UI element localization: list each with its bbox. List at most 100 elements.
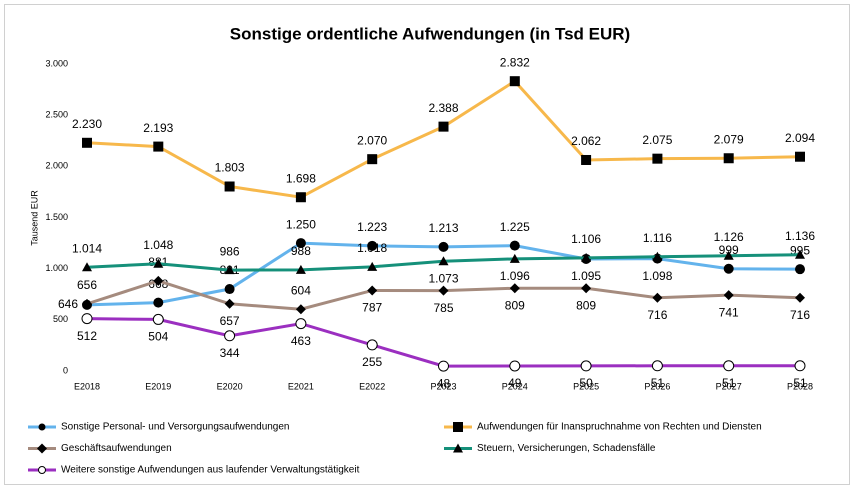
y-tick-label: 1.500 — [45, 212, 68, 222]
data-label: 986 — [220, 244, 240, 258]
marker — [581, 283, 592, 294]
marker — [366, 339, 378, 351]
data-label: 1.250 — [286, 217, 316, 231]
legend-label: Sonstige Personal- und Versorgungsaufwen… — [61, 422, 290, 433]
x-tick-label: E2018 — [74, 381, 100, 391]
data-label: 344 — [220, 346, 240, 360]
marker — [438, 121, 449, 132]
data-label: 255 — [362, 355, 382, 369]
marker — [723, 360, 735, 372]
data-label: 716 — [790, 308, 810, 322]
marker — [651, 360, 663, 372]
legend-marker — [38, 466, 46, 474]
marker — [295, 238, 306, 249]
data-label: 1.098 — [642, 269, 672, 283]
x-tick-label: P2026 — [644, 381, 670, 391]
data-label: 716 — [647, 308, 667, 322]
marker — [795, 292, 805, 303]
data-label: 2.230 — [72, 117, 102, 131]
data-label: 2.075 — [642, 133, 672, 147]
marker — [581, 154, 592, 165]
data-label: 51 — [793, 376, 807, 390]
data-label: 656 — [77, 278, 97, 292]
data-label: 787 — [362, 301, 382, 315]
marker — [82, 298, 92, 309]
marker — [153, 258, 164, 268]
legend-item: Geschäftsaufwendungen — [28, 443, 172, 454]
marker — [509, 360, 521, 372]
data-label: 1.225 — [500, 220, 530, 234]
data-label: 1.116 — [643, 231, 672, 245]
marker — [367, 154, 378, 165]
marker — [509, 240, 520, 251]
data-label: 2.832 — [500, 55, 530, 69]
legend-marker — [38, 423, 46, 431]
data-label: 2.070 — [357, 133, 387, 147]
marker — [224, 265, 235, 275]
marker — [153, 275, 164, 286]
x-tick-label: E2022 — [359, 381, 385, 391]
y-axis-label: Tausend EUR — [29, 190, 39, 246]
data-label: 604 — [291, 283, 311, 297]
x-tick-label: P2025 — [573, 381, 599, 391]
marker — [295, 304, 306, 315]
marker — [795, 249, 805, 259]
data-label: 1.698 — [286, 171, 316, 185]
data-label: 2.079 — [714, 132, 744, 146]
x-tick-label: P2024 — [502, 381, 528, 391]
legend-label: Aufwendungen für Inanspruchnahme von Rec… — [477, 422, 762, 433]
marker — [295, 318, 307, 330]
data-label: 988 — [291, 244, 311, 258]
data-label: 809 — [576, 298, 596, 312]
data-label: 657 — [220, 314, 240, 328]
data-label: 463 — [291, 334, 311, 348]
x-tick-label: E2020 — [217, 381, 243, 391]
data-label: 504 — [148, 330, 168, 344]
data-label: 1.106 — [571, 232, 601, 246]
legend-item: Steuern, Versicherungen, Schadensfälle — [444, 443, 656, 454]
data-label: 809 — [505, 298, 525, 312]
data-label: 51 — [651, 376, 665, 390]
legend-marker — [453, 422, 463, 432]
x-tick-label: E2021 — [288, 381, 314, 391]
legend-marker — [37, 443, 47, 454]
marker — [82, 262, 92, 272]
x-tick-label: E2019 — [145, 381, 171, 391]
data-label: 2.388 — [428, 101, 458, 115]
series: 512 504 344 463 255 48 49 50 51 51 51 — [77, 313, 807, 390]
marker — [509, 253, 520, 263]
marker — [652, 251, 663, 261]
data-label: 1.096 — [500, 269, 530, 283]
series: 2.230 2.193 1.803 1.698 2.070 2.388 2.832 2.062… — [72, 55, 815, 203]
y-tick-label: 3.000 — [45, 58, 68, 68]
data-label: 1.018 — [357, 241, 387, 255]
marker — [224, 298, 235, 309]
legend-label: Steuern, Versicherungen, Schadensfälle — [477, 443, 656, 454]
marker — [581, 252, 592, 262]
x-tick-label: P2023 — [430, 381, 456, 391]
data-label: 1.803 — [215, 161, 245, 175]
data-label: 646 — [58, 297, 78, 311]
data-label: 1.048 — [143, 238, 173, 252]
series: 1.014 1.048 986 988 1.018 1.073 1.096 1.106 1.11… — [72, 229, 815, 285]
data-label: 512 — [77, 329, 97, 343]
legend-label: Geschäftsaufwendungen — [61, 443, 172, 454]
data-label: 2.193 — [143, 121, 173, 135]
marker — [509, 283, 520, 294]
marker — [723, 153, 734, 164]
marker — [224, 284, 235, 295]
marker — [795, 151, 805, 162]
chart-frame — [4, 4, 850, 485]
x-tick-label: P2027 — [716, 381, 742, 391]
marker — [794, 360, 806, 372]
y-tick-label: 500 — [53, 314, 68, 324]
data-label: 741 — [719, 305, 739, 319]
marker — [295, 264, 306, 274]
legend-label: Weitere sonstige Aufwendungen aus laufen… — [61, 465, 360, 476]
data-label: 1.213 — [428, 221, 458, 235]
data-label: 999 — [719, 243, 739, 257]
marker — [509, 76, 520, 87]
data-label: 1.073 — [428, 271, 458, 285]
data-label: 1.014 — [72, 241, 102, 255]
